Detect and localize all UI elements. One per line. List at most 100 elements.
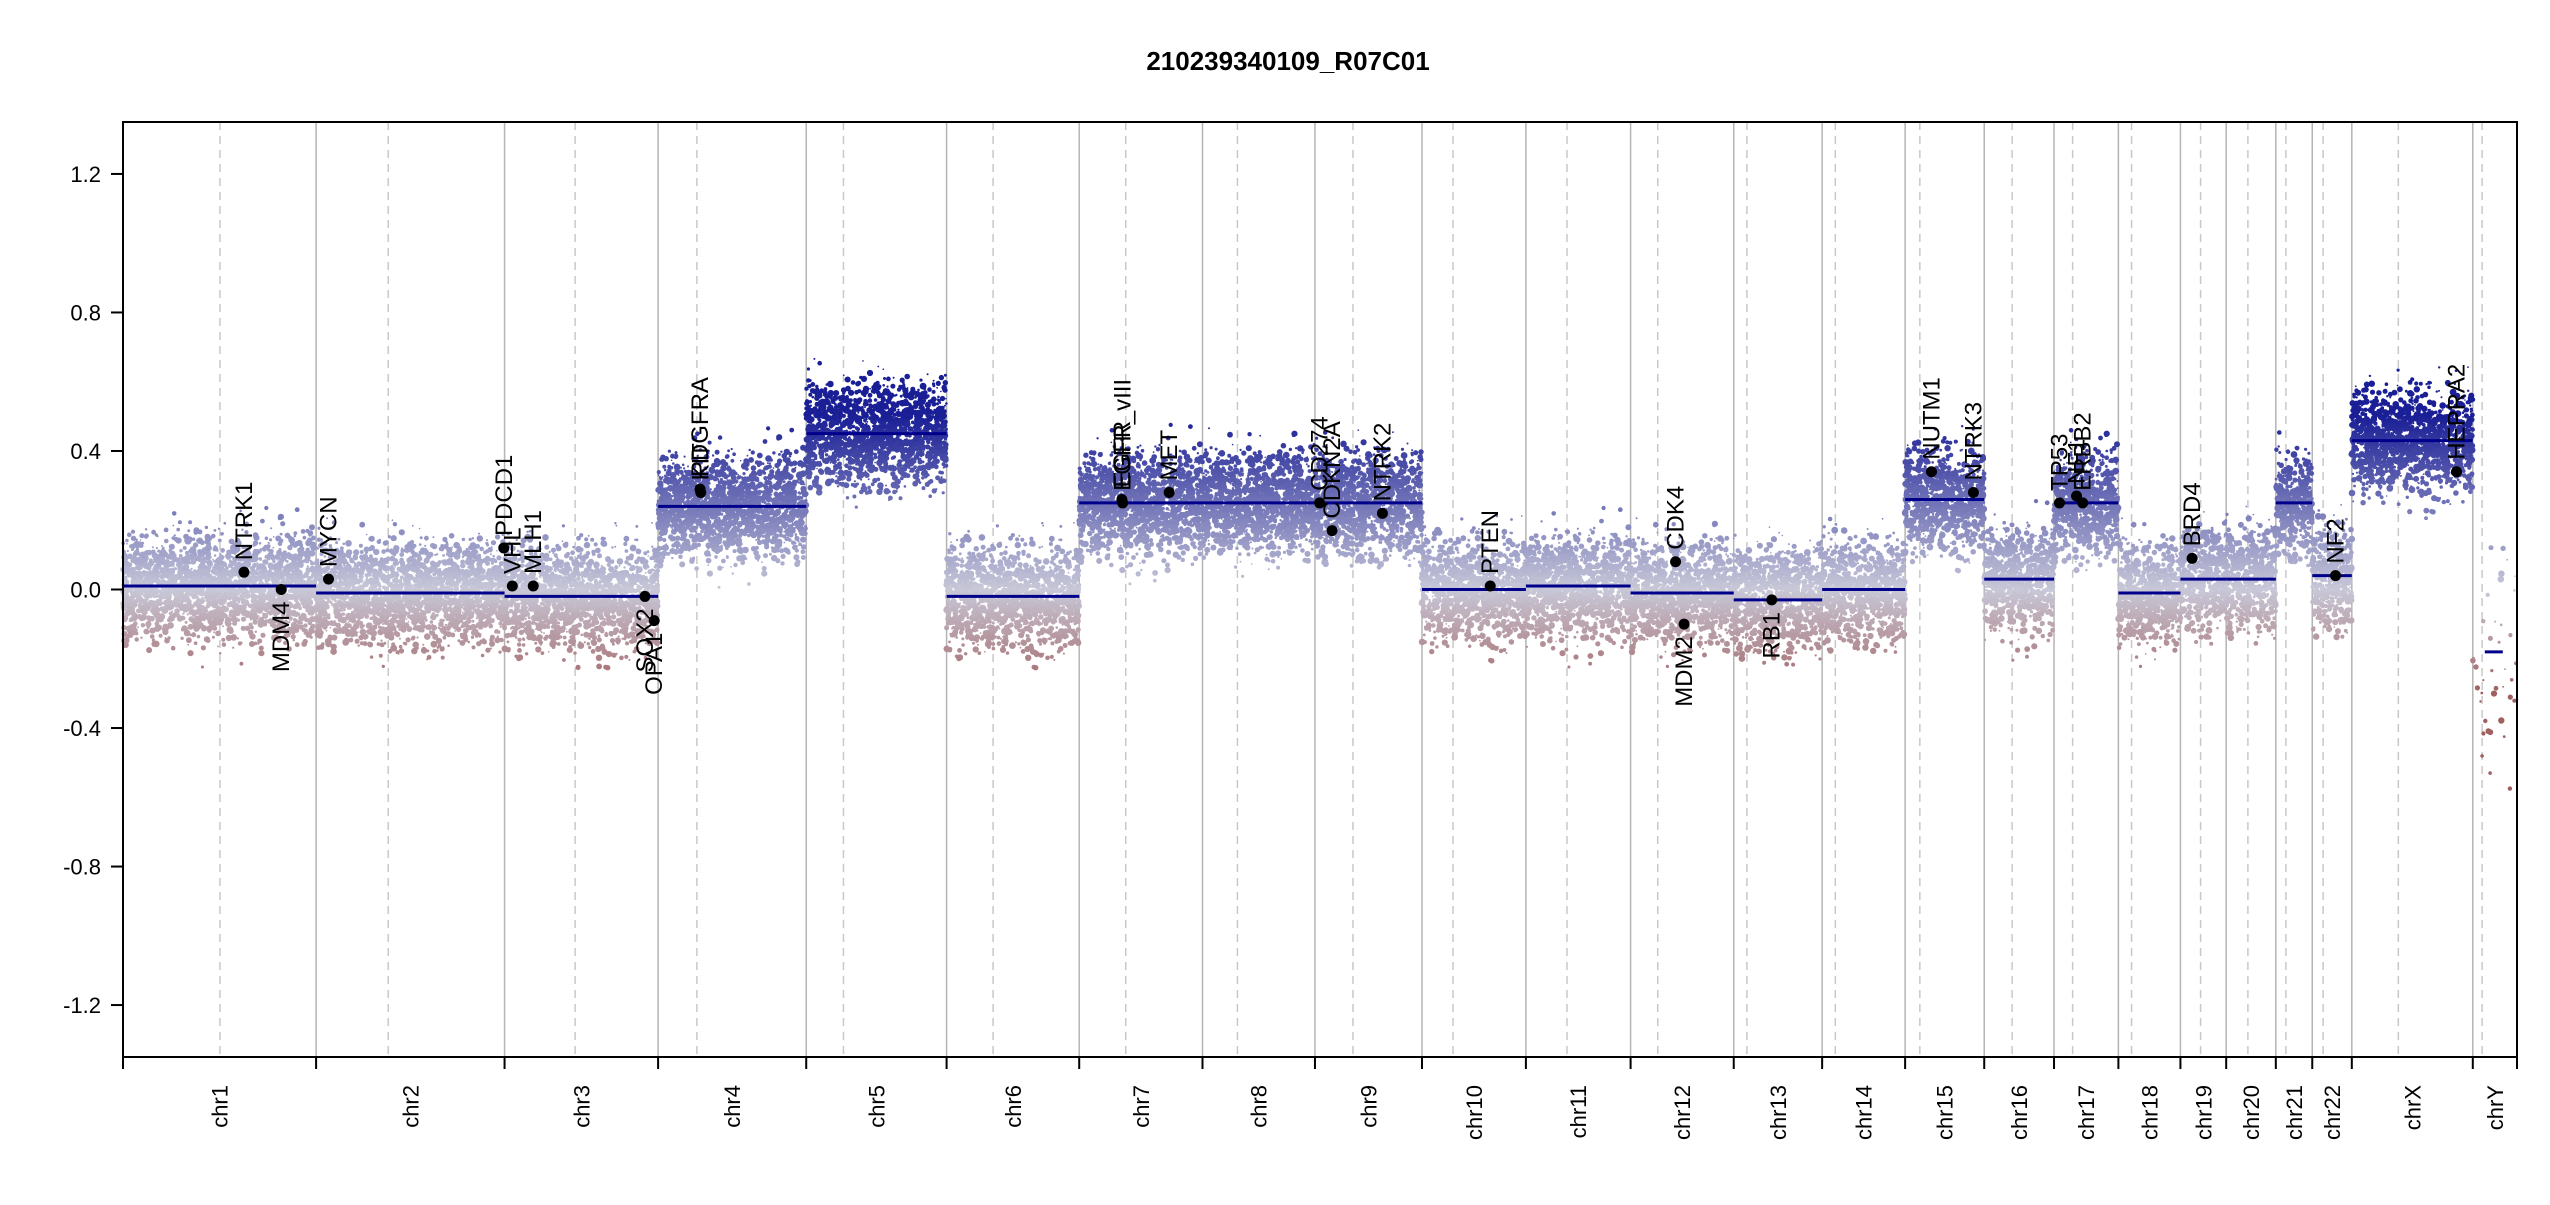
probe-point	[480, 559, 483, 562]
probe-point	[135, 562, 138, 565]
probe-point	[141, 607, 143, 609]
probe-point	[230, 592, 236, 598]
probe-point	[368, 642, 371, 645]
probe-point	[372, 616, 377, 621]
probe-point	[391, 535, 397, 541]
probe-point	[467, 620, 470, 623]
probe-point	[265, 556, 268, 559]
probe-point	[477, 622, 482, 627]
probe-point	[164, 638, 170, 644]
probe-point	[217, 612, 223, 618]
probe-point	[174, 534, 176, 536]
probe-point	[449, 617, 455, 623]
probe-point	[218, 528, 220, 530]
probe-point	[319, 644, 325, 650]
probe-point	[356, 564, 358, 566]
probe-point	[436, 606, 442, 612]
probe-point	[432, 572, 436, 576]
probe-point	[187, 644, 189, 646]
probe-point	[221, 605, 227, 611]
probe-point	[389, 638, 391, 640]
probe-point	[487, 570, 490, 573]
probe-point	[214, 554, 217, 557]
probe-point	[131, 530, 135, 534]
probe-point	[160, 559, 166, 565]
probe-point	[148, 577, 151, 580]
probe-point	[607, 563, 611, 567]
probe-point	[234, 612, 237, 615]
probe-point	[446, 626, 451, 631]
probe-point	[488, 624, 493, 629]
probe-point	[436, 649, 439, 652]
probe-point	[449, 553, 453, 557]
probe-point	[408, 621, 410, 623]
probe-point	[287, 554, 292, 559]
probe-point	[406, 618, 408, 620]
probe-point	[473, 610, 475, 612]
probe-point	[389, 582, 394, 587]
probe-point	[429, 631, 432, 634]
probe-point	[382, 586, 386, 590]
probe-point	[297, 548, 302, 553]
probe-point	[373, 600, 377, 604]
probe-point	[338, 578, 341, 581]
probe-point	[398, 566, 404, 572]
probe-point	[495, 603, 499, 607]
probe-point	[241, 599, 247, 605]
probe-point	[309, 524, 315, 530]
probe-point	[463, 565, 465, 567]
probe-point	[124, 555, 126, 557]
probe-point	[365, 557, 371, 563]
probe-point	[284, 568, 287, 571]
probe-point	[323, 620, 330, 627]
probe-point	[653, 569, 655, 571]
probe-point	[269, 568, 271, 570]
probe-point	[298, 601, 300, 603]
probe-point	[252, 564, 256, 568]
probe-point	[164, 528, 169, 533]
probe-point	[261, 565, 266, 570]
probe-point	[415, 619, 419, 623]
probe-point	[271, 578, 275, 582]
probe-point	[496, 612, 498, 614]
probe-point	[474, 559, 476, 561]
probe-point	[197, 635, 201, 639]
probe-point	[204, 592, 207, 595]
probe-point	[310, 560, 312, 562]
probe-point	[442, 537, 447, 542]
probe-point	[301, 529, 306, 534]
probe-point	[146, 615, 151, 620]
probe-point	[192, 594, 194, 596]
probe-point	[424, 536, 429, 541]
probe-point	[383, 604, 386, 607]
probe-point	[251, 594, 258, 601]
probe-point	[443, 631, 448, 636]
probe-point	[534, 642, 537, 645]
probe-point	[252, 590, 256, 594]
probe-point	[151, 530, 156, 535]
probe-point	[477, 580, 481, 584]
probe-point	[226, 554, 228, 556]
probe-point	[353, 554, 358, 559]
probe-point	[458, 603, 460, 605]
probe-point	[353, 615, 357, 619]
probe-point	[254, 579, 258, 583]
probe-point	[440, 646, 445, 651]
probe-point	[187, 650, 193, 656]
probe-point	[151, 641, 157, 647]
probe-point	[399, 648, 404, 653]
probe-point	[598, 635, 601, 638]
probe-point	[407, 541, 414, 548]
probe-point	[344, 627, 349, 632]
probe-point	[171, 646, 176, 651]
probe-point	[373, 549, 379, 555]
probe-point	[485, 620, 490, 625]
probe-point	[183, 546, 187, 550]
probe-point	[315, 624, 319, 628]
probe-point	[151, 550, 156, 555]
probe-point	[228, 563, 232, 567]
probe-point	[365, 573, 369, 577]
probe-point	[257, 603, 259, 605]
probe-point	[304, 561, 306, 563]
probe-point	[415, 610, 417, 612]
